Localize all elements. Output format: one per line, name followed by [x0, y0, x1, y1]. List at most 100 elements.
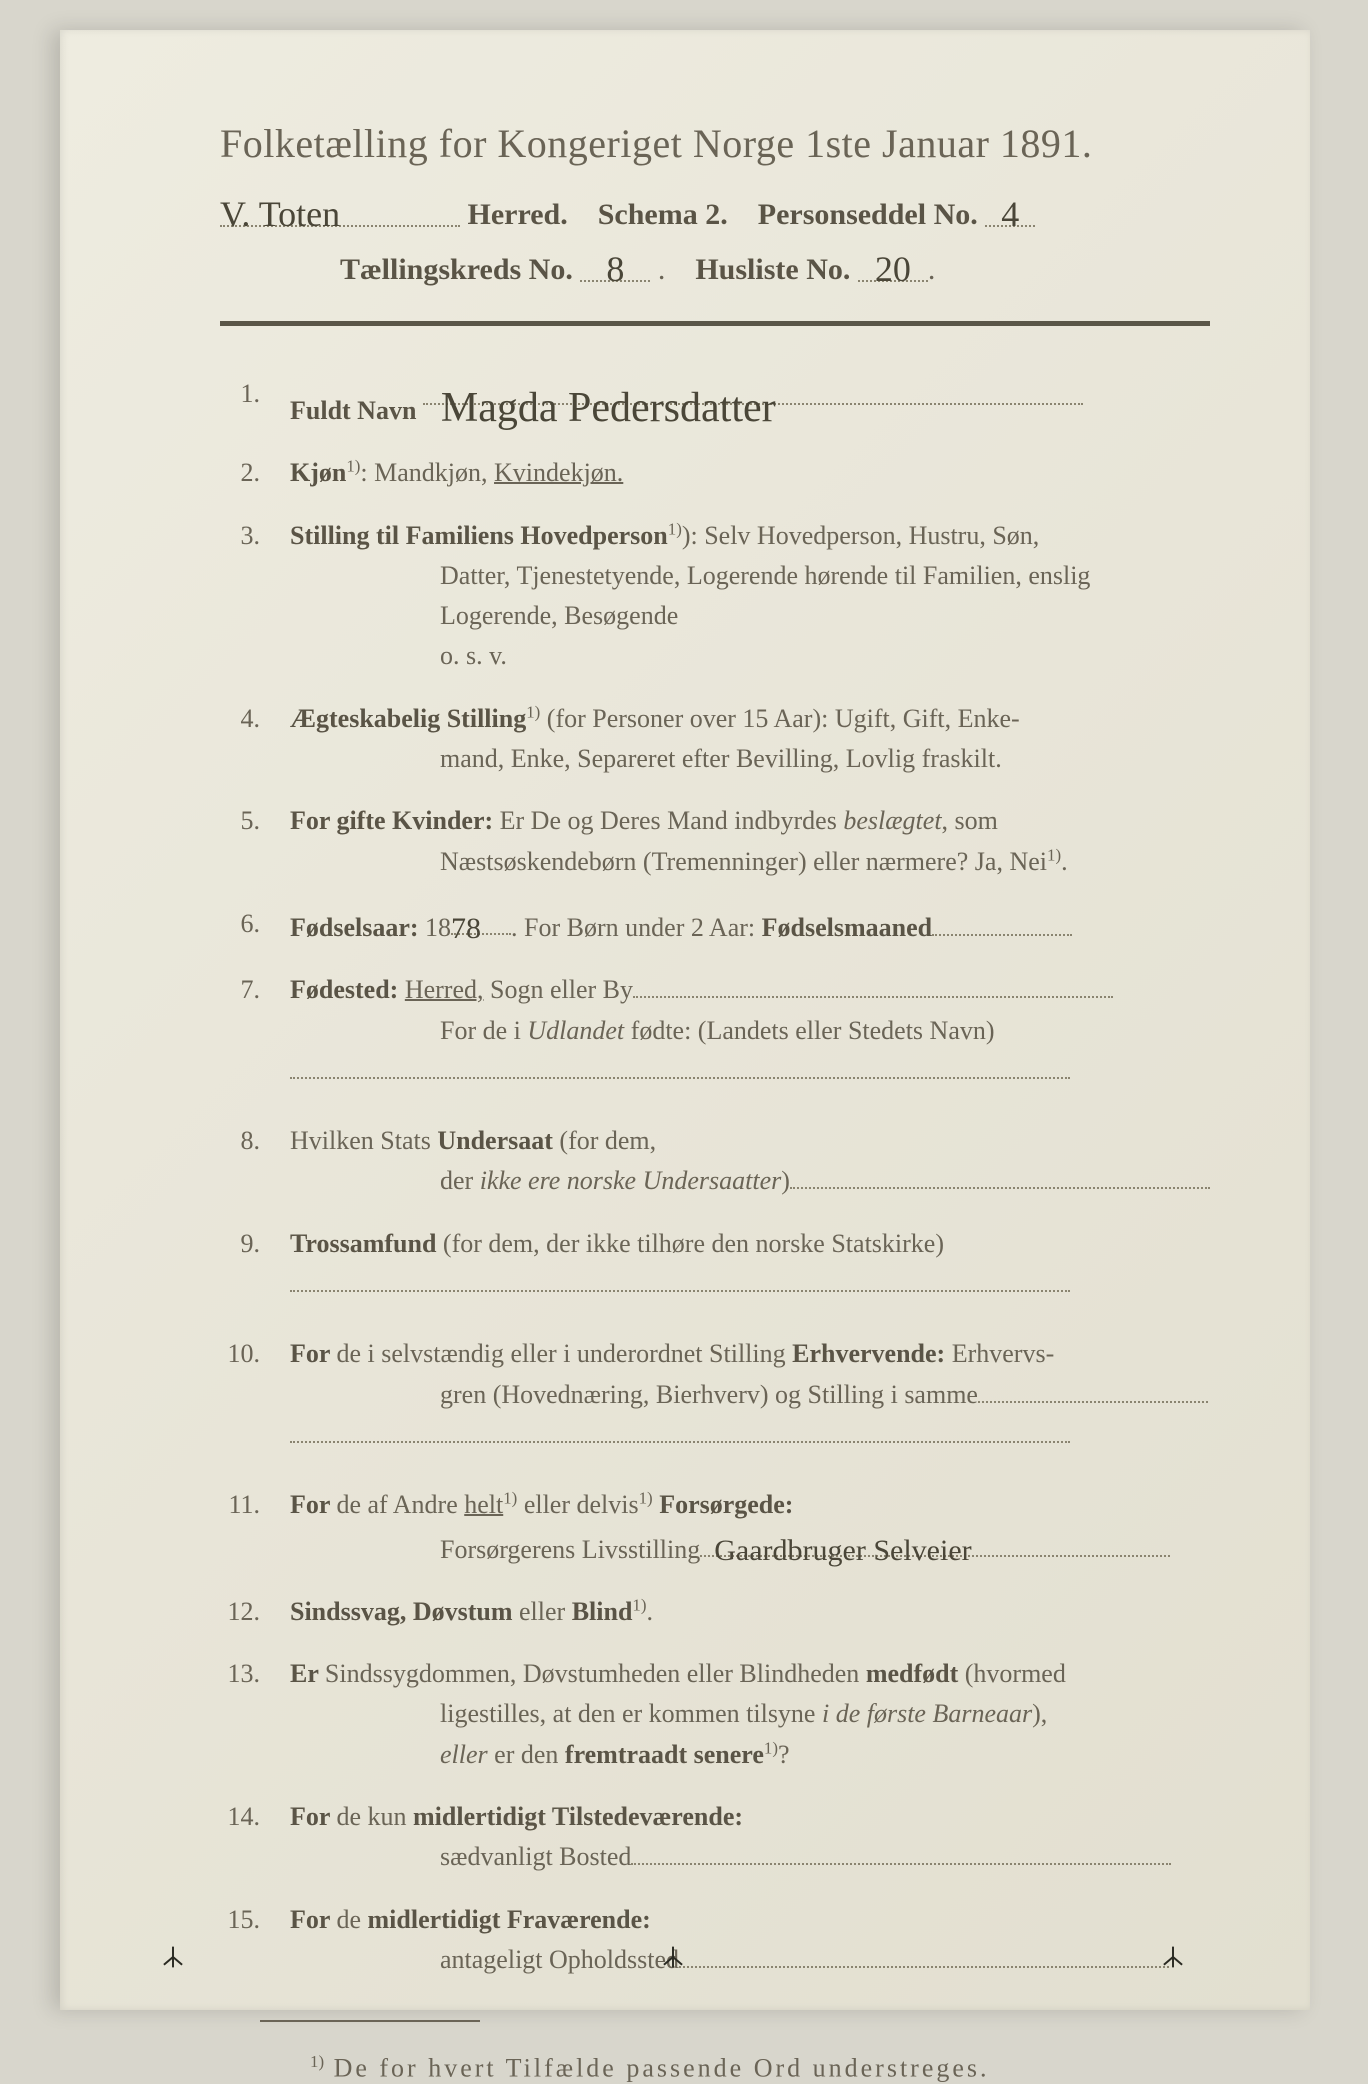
sup: 1) [639, 1489, 653, 1508]
text: de i selvstændig eller i underordnet Sti… [336, 1339, 792, 1368]
text: ) [781, 1166, 790, 1195]
sup: 1) [764, 1738, 778, 1757]
text: Erhvervs- [945, 1339, 1054, 1368]
field-num: 11. [180, 1485, 260, 1525]
field-11: 11. For de af Andre helt1) eller delvis1… [220, 1485, 1210, 1570]
field-num: 9. [180, 1224, 260, 1264]
fill-line [679, 1966, 1169, 1968]
birth-year-handwritten: 78 [451, 912, 481, 945]
line2-wrap: For de i Udlandet fødte: (Landets eller … [290, 1011, 1210, 1051]
field-num: 7. [180, 970, 260, 1010]
lead: For [290, 1490, 336, 1519]
text: Hvilken Stats [290, 1126, 437, 1155]
field-label: Trossamfund [290, 1229, 436, 1258]
text: ), [1032, 1699, 1047, 1728]
label2: Fødselsmaaned [762, 913, 932, 942]
field-label: Erhvervende: [792, 1339, 945, 1368]
sup: 1) [668, 519, 682, 538]
fill-line [633, 996, 1113, 998]
schema-label: Schema 2. [598, 198, 728, 231]
lead: For [290, 1802, 336, 1831]
text: : Mandkjøn, [360, 458, 494, 487]
field-label: Forsørgede: [659, 1490, 793, 1519]
field-label: Fuldt Navn [290, 396, 416, 425]
field-num: 8. [180, 1121, 260, 1161]
text: Næstsøskendebørn (Tremenninger) eller næ… [440, 847, 1047, 876]
text: Sindssygdommen, Døvstumheden eller Blind… [325, 1659, 866, 1688]
line2-wrap: antageligt Opholdssted [290, 1940, 1210, 1980]
italic: ikke ere norske Undersaatter [480, 1166, 782, 1195]
field-13: 13. Er Sindssygdommen, Døvstumheden elle… [220, 1654, 1210, 1775]
field-2: 2. Kjøn1): Mandkjøn, Kvindekjøn. [220, 453, 1210, 493]
census-form-page: Folketælling for Kongeriget Norge 1ste J… [60, 30, 1310, 2010]
line2-wrap: sædvanligt Bosted [290, 1837, 1210, 1877]
provider-handwritten: Gaardbruger Selveier [714, 1534, 971, 1567]
field-num: 5. [180, 801, 260, 841]
field-num: 3. [180, 516, 260, 556]
field-label: Kjøn [290, 458, 346, 487]
full-name-handwritten: Magda Pedersdatter [441, 376, 776, 441]
field-3: 3. Stilling til Familiens Hovedperson1))… [220, 516, 1210, 677]
sup: 1) [503, 1489, 517, 1508]
text: . [647, 1597, 654, 1626]
field-num: 10. [180, 1334, 260, 1374]
text: ): Selv Hovedperson, Hustru, Søn, [682, 521, 1039, 550]
field-7: 7. Fødested: Herred, Sogn eller By For d… [220, 970, 1210, 1091]
text: Logerende, Besøgende [290, 596, 1210, 636]
field-label: Stilling til Familiens Hovedperson [290, 521, 668, 550]
fill-line [790, 1187, 1210, 1189]
binding-hole-icon [1160, 1944, 1186, 1970]
subhead-line-2: Tællingskreds No. 8 . Husliste No. 20. [220, 246, 1210, 287]
year-prefix: 18 [425, 913, 451, 942]
field-4: 4. Ægteskabelig Stilling1) (for Personer… [220, 699, 1210, 780]
italic: beslægtet [843, 806, 941, 835]
field-label: Sindssvag, Døvstum [290, 1597, 519, 1626]
fill-line [631, 1863, 1171, 1865]
page-title: Folketælling for Kongeriget Norge 1ste J… [220, 120, 1210, 167]
line2-wrap: der ikke ere norske Undersaatter) [290, 1161, 1210, 1201]
bold: fremtraadt senere [565, 1740, 764, 1769]
sup: 1) [632, 1595, 646, 1614]
text: antageligt Opholdssted [440, 1945, 679, 1974]
fill-line [932, 934, 1072, 936]
divider-thick [220, 321, 1210, 326]
text: er den [488, 1740, 565, 1769]
label2: Blind [572, 1597, 633, 1626]
fill-line [290, 1441, 1070, 1443]
field-9: 9. Trossamfund (for dem, der ikke tilhør… [220, 1224, 1210, 1305]
fields-list: 1. Fuldt Navn Magda Pedersdatter 2. Kjøn… [220, 374, 1210, 1980]
fill-line [290, 1077, 1070, 1079]
field-label: Ægteskabelig Stilling [290, 704, 526, 733]
text: ligestilles, at den er kommen tilsyne [440, 1699, 822, 1728]
text: (for dem, [553, 1126, 656, 1155]
lead: For [290, 806, 336, 835]
binding-hole-icon [160, 1944, 186, 1970]
lead: For [290, 1339, 336, 1368]
bold: midlertidigt Fraværende: [368, 1905, 651, 1934]
italic: eller [440, 1740, 488, 1769]
kjon-underlined: Kvindekjøn. [494, 458, 623, 487]
text: gren (Hovednæring, Bierhverv) og Stillin… [440, 1380, 978, 1409]
text: de [336, 1905, 367, 1934]
text: For de i [440, 1016, 527, 1045]
herred-name-handwritten: V. Toten [220, 193, 340, 235]
line2-wrap: Forsørgerens Livsstilling Gaardbruger Sel… [290, 1526, 1210, 1570]
footnote: 1) De for hvert Tilfælde passende Ord un… [220, 2052, 1210, 2084]
text: Forsørgerens Livsstilling [440, 1535, 700, 1564]
text: eller [519, 1597, 572, 1626]
lead: For [290, 1905, 336, 1934]
field-num: 14. [180, 1797, 260, 1837]
field-5: 5. For gifte Kvinder: Er De og Deres Man… [220, 801, 1210, 882]
text: de kun [336, 1802, 413, 1831]
text: o. s. v. [290, 636, 1210, 676]
text: . For Børn under 2 Aar: [511, 913, 762, 942]
text: sædvanligt Bosted [440, 1842, 631, 1871]
text: Sogn eller By [484, 975, 634, 1004]
italic: Udlandet [527, 1016, 624, 1045]
field-6: 6. Fødselsaar: 1878. For Børn under 2 Aa… [220, 904, 1210, 948]
field-num: 6. [180, 904, 260, 944]
kreds-label: Tællingskreds No. [340, 253, 573, 286]
fill-line [290, 1290, 1070, 1292]
text: eller delvis [517, 1490, 638, 1519]
divider-thin [260, 2020, 480, 2022]
